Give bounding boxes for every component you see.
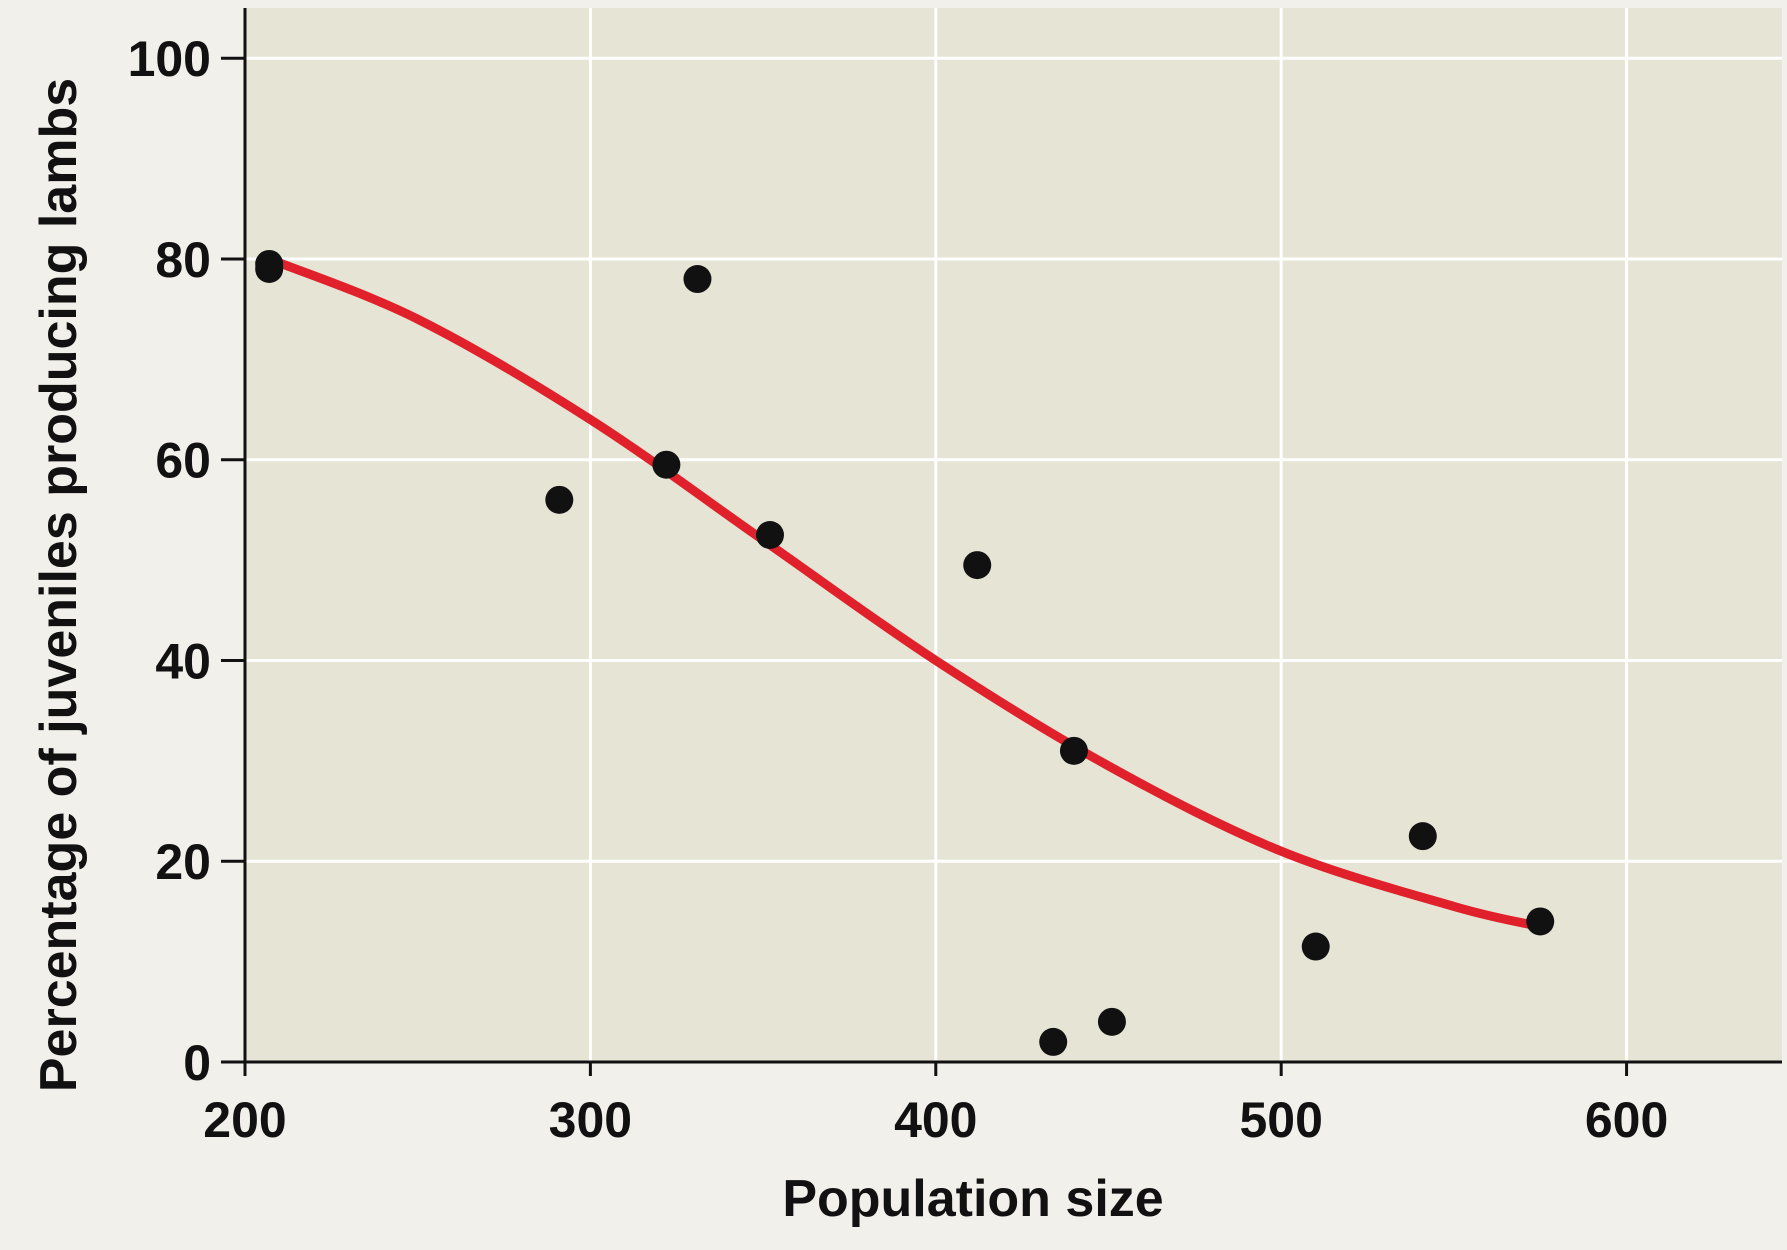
- data-point: [1097, 1007, 1126, 1036]
- data-point: [545, 485, 574, 514]
- data-point: [255, 254, 284, 283]
- y-tick-label: 40: [155, 633, 211, 689]
- y-tick-label: 80: [155, 232, 211, 288]
- fitted-curve: [264, 254, 1545, 931]
- data-point: [963, 551, 992, 580]
- y-tick-label: 0: [183, 1035, 211, 1091]
- x-tick-label: 200: [203, 1092, 286, 1148]
- data-point: [1301, 932, 1330, 961]
- y-axis-title: Percentage of juveniles producing lambs: [30, 78, 88, 1092]
- y-tick-label: 20: [155, 834, 211, 890]
- x-tick-label: 300: [549, 1092, 632, 1148]
- x-tick-label: 500: [1239, 1092, 1322, 1148]
- data-point: [755, 521, 784, 549]
- data-point: [1408, 822, 1437, 851]
- data-point: [683, 265, 712, 294]
- x-axis-title: Population size: [782, 1170, 1163, 1228]
- x-tick-label: 400: [894, 1092, 977, 1148]
- plot-area: [245, 8, 1782, 1062]
- x-tick-label: 600: [1585, 1092, 1668, 1148]
- y-tick-label: 60: [155, 433, 211, 489]
- data-point: [1039, 1027, 1068, 1056]
- data-point: [1059, 736, 1088, 765]
- data-point: [652, 450, 681, 479]
- data-point: [1526, 907, 1555, 936]
- y-tick-label: 100: [128, 31, 211, 87]
